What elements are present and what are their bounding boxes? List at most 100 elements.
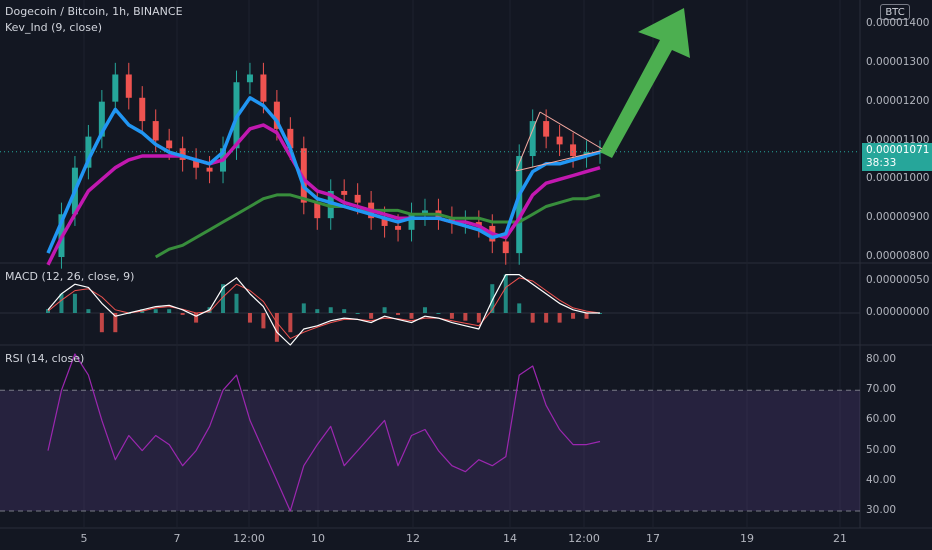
macd-histogram-bar bbox=[490, 284, 495, 313]
macd-histogram-bar bbox=[247, 313, 252, 323]
ma-fast-line bbox=[46, 96, 601, 254]
indicator-label: Kev_Ind (9, close) bbox=[5, 21, 103, 34]
macd-histogram-bar bbox=[274, 313, 279, 342]
candle-body bbox=[193, 159, 200, 168]
x-tick-label: 17 bbox=[646, 532, 660, 545]
macd-histogram-bar bbox=[396, 313, 401, 315]
macd-histogram-bar bbox=[342, 309, 347, 313]
macd-histogram-bar bbox=[288, 313, 293, 333]
macd-histogram-bar bbox=[328, 307, 333, 313]
macd-histogram-bar bbox=[517, 303, 522, 313]
macd-histogram-bar bbox=[59, 293, 64, 313]
macd-histogram-bar bbox=[409, 313, 414, 319]
y-tick-label: 30.00 bbox=[866, 504, 897, 516]
candle-body bbox=[166, 140, 173, 149]
y-tick-label: 80.00 bbox=[866, 353, 897, 365]
current-price-badge: 0.00001071 38:33 bbox=[862, 143, 932, 171]
macd-histogram-bar bbox=[584, 313, 589, 319]
candle-body bbox=[300, 148, 307, 203]
ma-slow-line bbox=[154, 193, 601, 259]
macd-histogram-bar bbox=[355, 313, 360, 314]
macd-histogram-bar bbox=[180, 313, 185, 315]
candle-body bbox=[139, 97, 146, 122]
candle-body bbox=[314, 202, 321, 219]
rsi-band bbox=[0, 390, 860, 511]
macd-histogram-bar bbox=[194, 313, 199, 323]
macd-histogram-bar bbox=[167, 309, 172, 313]
y-tick-label: 0.00001300 bbox=[866, 55, 930, 68]
macd-histogram-bar bbox=[315, 309, 320, 313]
x-tick-label: 10 bbox=[311, 532, 325, 545]
candle-body bbox=[421, 210, 428, 215]
rsi-label: RSI (14, close) bbox=[5, 352, 85, 365]
y-tick-label: 0.00001100 bbox=[866, 133, 930, 146]
macd-histogram-bar bbox=[72, 293, 77, 313]
macd-histogram-bar bbox=[221, 284, 226, 313]
ma-mid-line bbox=[46, 123, 601, 266]
macd-histogram-bar bbox=[571, 313, 576, 319]
y-tick-label: 0.00001000 bbox=[866, 172, 930, 185]
x-tick-label: 14 bbox=[503, 532, 517, 545]
candle-body bbox=[260, 74, 267, 102]
candle-body bbox=[354, 194, 361, 203]
macd-histogram-bar bbox=[234, 293, 239, 313]
candle-body bbox=[570, 144, 577, 157]
candle-body bbox=[408, 214, 415, 230]
chart-title: Dogecoin / Bitcoin, 1h, BINANCE bbox=[5, 5, 183, 18]
candle-body bbox=[273, 101, 280, 129]
currency-button[interactable]: BTC bbox=[880, 4, 910, 20]
y-tick-label: 0.00000900 bbox=[866, 211, 930, 224]
macd-histogram-bar bbox=[557, 313, 562, 323]
price-countdown: 38:33 bbox=[866, 157, 897, 169]
candle-body bbox=[287, 128, 294, 149]
macd-histogram-bar bbox=[422, 307, 427, 313]
y-tick-label: 60.00 bbox=[866, 413, 897, 426]
macd-label: MACD (12, 26, close, 9) bbox=[5, 270, 135, 283]
y-tick-label: 0.00000800 bbox=[866, 250, 930, 262]
y-tick-label: 0.00001400 bbox=[866, 17, 930, 29]
y-tick-label: 0.00000000 bbox=[866, 306, 930, 318]
current-price-value: 0.00001071 bbox=[866, 144, 930, 156]
macd-histogram-bar bbox=[382, 307, 387, 313]
macd-histogram-bar bbox=[153, 309, 158, 313]
y-tick-label: 0.00000050 bbox=[866, 274, 930, 286]
macd-histogram-bar bbox=[530, 313, 535, 323]
y-tick-label: 40.00 bbox=[866, 473, 897, 486]
macd-histogram-bar bbox=[113, 313, 118, 333]
arrow-up-icon bbox=[600, 8, 690, 158]
candle-body bbox=[543, 121, 550, 137]
candle-body bbox=[502, 241, 509, 254]
candle-body bbox=[327, 190, 334, 219]
macd-histogram-bar bbox=[99, 313, 104, 333]
candle-body bbox=[395, 225, 402, 230]
candle-body bbox=[529, 121, 536, 157]
macd-histogram-bar bbox=[476, 313, 481, 323]
x-tick-label: 5 bbox=[80, 532, 88, 545]
candle-body bbox=[556, 136, 563, 145]
macd-histogram-bar bbox=[463, 313, 468, 321]
y-tick-label: 70.00 bbox=[866, 383, 897, 396]
y-tick-label: 0.00001200 bbox=[866, 94, 930, 107]
macd-histogram-bar bbox=[503, 274, 508, 313]
candle-body bbox=[341, 190, 348, 195]
candle-body bbox=[112, 74, 119, 102]
candle-body bbox=[246, 74, 253, 83]
x-tick-label: 12:00 bbox=[233, 532, 265, 545]
x-tick-label: 12:00 bbox=[568, 532, 600, 545]
macd-signal-line bbox=[47, 277, 601, 340]
candle-body bbox=[125, 74, 132, 98]
macd-histogram-bar bbox=[544, 313, 549, 323]
candle-body bbox=[516, 156, 523, 254]
macd-histogram-bar bbox=[436, 313, 441, 314]
macd-histogram-bar bbox=[449, 313, 454, 319]
pennant-edge bbox=[515, 111, 541, 172]
candle-body bbox=[381, 218, 388, 226]
candle-body bbox=[475, 222, 482, 226]
x-tick-label: 21 bbox=[833, 532, 847, 545]
candle-body bbox=[98, 101, 105, 137]
y-tick-label: 50.00 bbox=[866, 443, 897, 456]
candle-body bbox=[179, 148, 186, 160]
macd-histogram-bar bbox=[369, 313, 374, 319]
